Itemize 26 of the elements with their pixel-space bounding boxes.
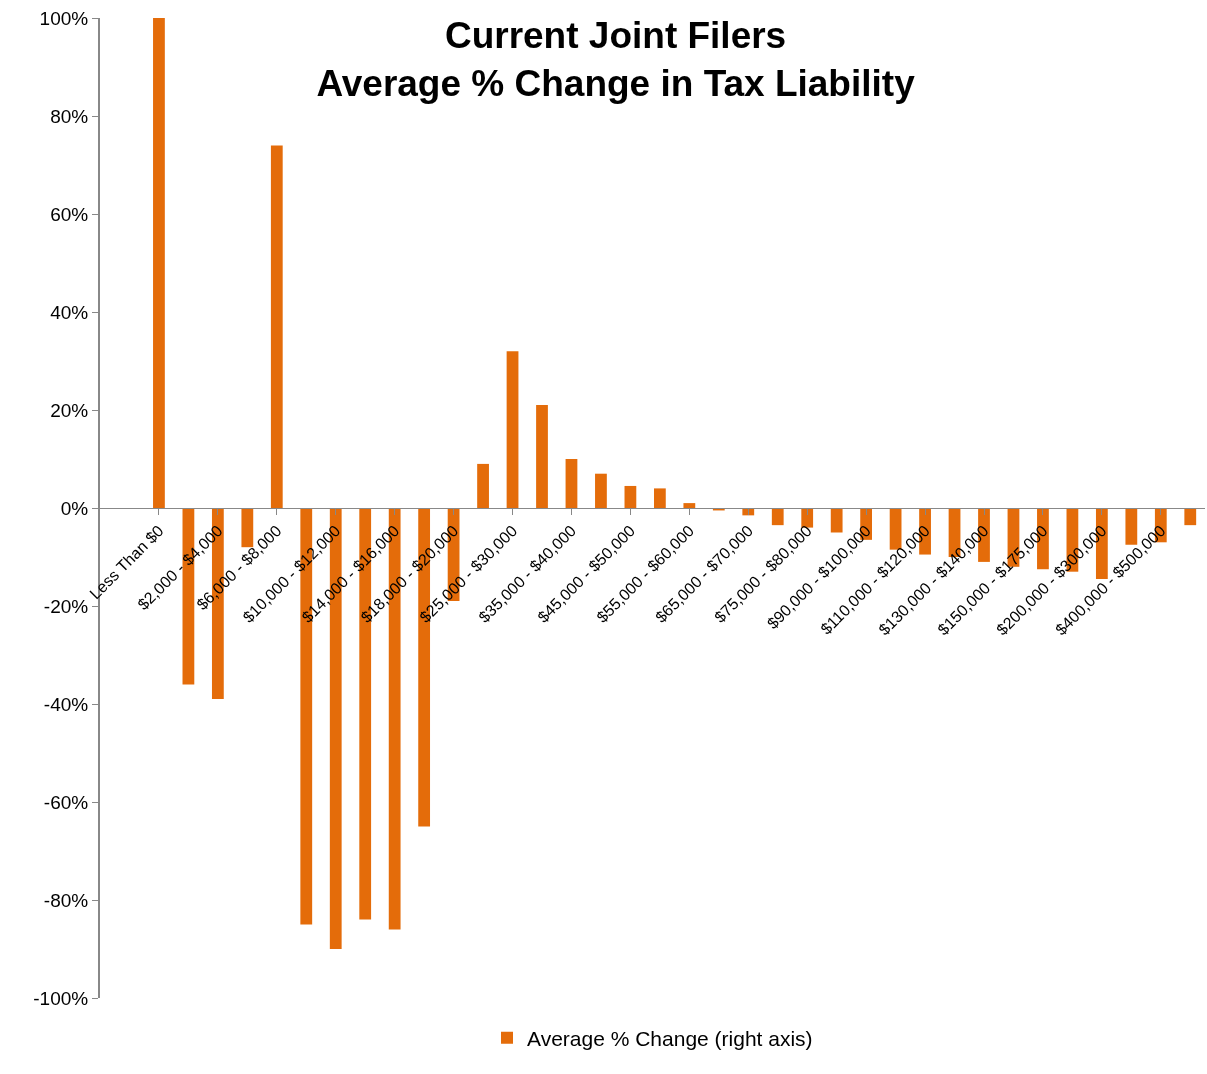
y-tick-label: -40% (43, 693, 89, 715)
y-tick-label: 60% (50, 203, 89, 225)
y-tick-label: 80% (50, 105, 89, 127)
bar (683, 503, 696, 508)
bar (565, 459, 578, 508)
y-tick-label: 0% (60, 497, 89, 519)
bar (477, 463, 489, 508)
y-tick-label: 100% (39, 7, 89, 29)
bar (595, 473, 607, 508)
y-tick-label: -80% (43, 889, 89, 911)
bar (653, 488, 666, 508)
bar (801, 508, 814, 528)
text: Current Joint Filers Average % Change in Tax Liability (316, 15, 916, 105)
legend-label: Average % Change (right axis) (527, 1026, 813, 1050)
bar (270, 145, 283, 508)
bar (1184, 508, 1197, 526)
bar (771, 508, 784, 526)
bar (153, 18, 165, 508)
y-tick-label: 20% (50, 399, 89, 421)
y-tick-label: 40% (50, 301, 89, 323)
bar (624, 485, 637, 508)
y-tick-label: -20% (43, 595, 89, 617)
bar (536, 405, 548, 508)
y-tick-label: -100% (33, 987, 89, 1009)
y-tick-label: -60% (43, 791, 89, 813)
bar (506, 351, 519, 508)
